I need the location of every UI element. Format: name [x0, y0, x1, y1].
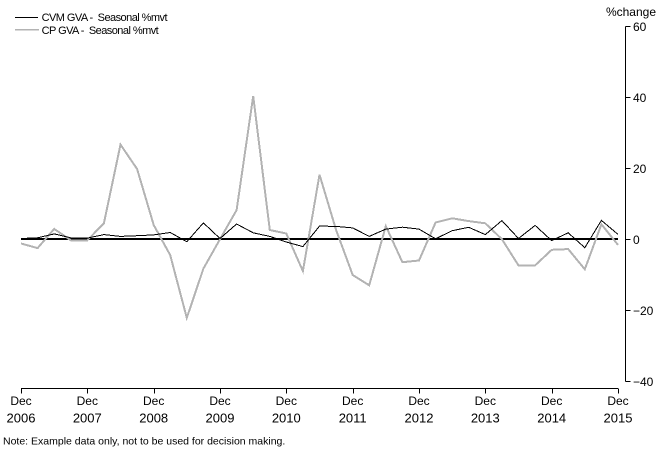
- svg-text:2013: 2013: [471, 411, 500, 426]
- svg-text:Dec: Dec: [143, 394, 164, 408]
- svg-text:0: 0: [633, 233, 640, 247]
- svg-text:2014: 2014: [537, 411, 566, 426]
- svg-text:20: 20: [633, 162, 647, 176]
- svg-text:−20: −20: [633, 304, 654, 318]
- svg-text:Dec: Dec: [475, 394, 496, 408]
- svg-text:2007: 2007: [73, 411, 102, 426]
- svg-text:Dec: Dec: [77, 394, 98, 408]
- svg-text:Note: Example data only, not t: Note: Example data only, not to be used …: [3, 435, 285, 447]
- svg-text:2010: 2010: [272, 411, 301, 426]
- svg-text:2006: 2006: [7, 411, 36, 426]
- svg-text:Dec: Dec: [276, 394, 297, 408]
- svg-text:2012: 2012: [405, 411, 434, 426]
- svg-text:%change: %change: [606, 5, 656, 19]
- svg-text:Dec: Dec: [10, 394, 31, 408]
- svg-text:CVM GVA - Seasonal %mvt: CVM GVA - Seasonal %mvt: [42, 12, 168, 24]
- svg-text:2008: 2008: [139, 411, 168, 426]
- svg-text:Dec: Dec: [541, 394, 562, 408]
- svg-text:Dec: Dec: [607, 394, 628, 408]
- svg-text:2011: 2011: [339, 411, 367, 426]
- svg-text:2015: 2015: [604, 411, 633, 426]
- svg-text:2009: 2009: [206, 411, 235, 426]
- svg-text:−40: −40: [633, 375, 654, 389]
- svg-text:Dec: Dec: [342, 394, 363, 408]
- svg-text:Dec: Dec: [408, 394, 429, 408]
- svg-text:40: 40: [633, 91, 647, 105]
- svg-text:60: 60: [633, 20, 647, 34]
- svg-text:CP GVA - Seasonal %mvt: CP GVA - Seasonal %mvt: [42, 25, 159, 37]
- svg-text:Dec: Dec: [209, 394, 230, 408]
